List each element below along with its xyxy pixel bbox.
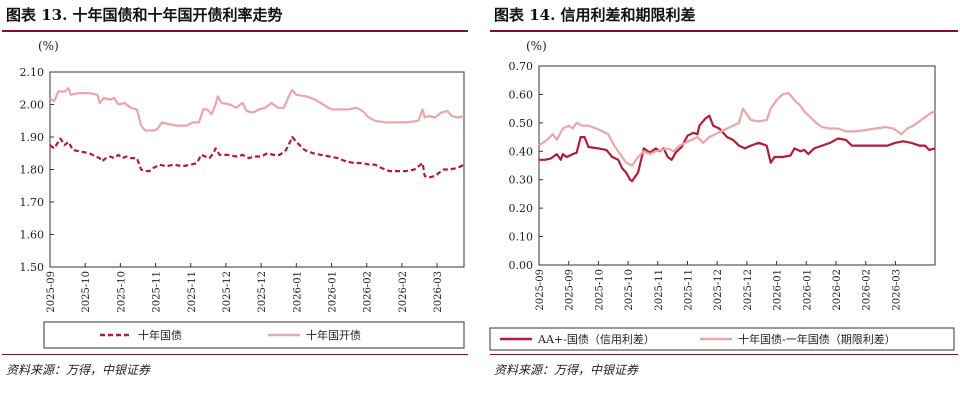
x-tick-label: 2025-12	[713, 269, 724, 311]
x-tick-label: 2025-09	[565, 269, 576, 311]
y-tick-label: 1.90	[20, 131, 45, 144]
legend-label: 十年国债	[138, 328, 182, 342]
x-tick-label: 2026-02	[862, 269, 873, 311]
y-tick-label: 1.60	[20, 229, 45, 242]
bond-yield-chart: (%) 1.50 1.60 1.70 1.80 1.90 2.00 2.10 2025-09 2…	[20, 39, 465, 349]
y-tick-label: 0.10	[509, 231, 534, 244]
x-tick-label: 2025-12	[743, 269, 754, 311]
x-tick-label: 2026-01	[773, 269, 784, 311]
series-line-1	[49, 135, 465, 179]
x-tick-label: 2025-11	[187, 271, 198, 313]
spread-chart: (%) 0.00 0.10 0.20 0.30 0.40 0.50 0.60 0.70 2025…	[489, 39, 955, 351]
chart-panel-left: 图表 13. 十年国债和十年国开债利率走势 (%) 1.50 1.60 1.70 1.…	[0, 0, 470, 401]
source-rule	[490, 354, 958, 355]
plot-frame	[49, 71, 465, 268]
series-line-2	[538, 91, 936, 167]
y-unit-label: (%)	[526, 39, 547, 53]
legend-label: 十年国债-一年国债（期限利差）	[738, 332, 896, 346]
legend-label: 十年国开债	[306, 328, 361, 342]
x-tick-label: 2025-10	[624, 269, 635, 311]
x-tick-label: 2026-01	[802, 269, 813, 311]
x-tick-label: 2025-09	[535, 269, 546, 311]
y-tick-label: 0.40	[509, 145, 534, 158]
x-tick-label: 2025-09	[46, 271, 57, 313]
y-tick-label: 2.10	[20, 66, 45, 79]
y-tick-label: 0.20	[509, 202, 534, 215]
chart-title: 图表 14. 信用利差和期限利差	[494, 6, 696, 24]
series-line-1	[539, 114, 936, 183]
y-tick-label: 1.70	[20, 196, 45, 209]
y-tick-label: 2.00	[20, 99, 45, 112]
y-tick-label: 0.30	[509, 174, 534, 187]
x-tick-label: 2026-02	[832, 269, 843, 311]
legend-box	[43, 321, 465, 349]
x-tick-label: 2025-10	[116, 271, 127, 313]
x-tick-label: 2026-02	[363, 271, 374, 313]
plot-frame	[538, 65, 936, 266]
x-tick-label: 2025-11	[684, 269, 695, 311]
legend-label: AA+-国债（信用利差）	[537, 332, 655, 346]
source-note: 资料来源：万得，中银证券	[494, 363, 639, 377]
y-tick-label: 0.70	[509, 60, 534, 73]
y-tick-label: 0.50	[509, 117, 534, 130]
x-tick-label: 2025-11	[152, 271, 163, 313]
x-tick-label: 2026-01	[292, 271, 303, 313]
x-tick-label: 2026-03	[433, 271, 444, 313]
chart-title: 图表 13. 十年国债和十年国开债利率走势	[6, 6, 283, 24]
chart-panel-right: 图表 14. 信用利差和期限利差 (%) 0.00 0.10 0.20 0.30 0.4…	[488, 0, 960, 401]
source-rule	[2, 354, 468, 355]
x-tick-label: 2025-10	[81, 271, 92, 313]
y-tick-label: 0.00	[509, 259, 534, 272]
y-tick-label: 1.80	[20, 164, 45, 177]
x-tick-label: 2026-03	[891, 269, 902, 311]
title-rule	[2, 30, 468, 32]
x-tick-label: 2025-10	[594, 269, 605, 311]
x-tick-label: 2026-02	[398, 271, 409, 313]
y-tick-label: 0.60	[509, 88, 534, 101]
x-tick-label: 2025-11	[654, 269, 665, 311]
x-tick-label: 2025-12	[222, 271, 233, 313]
x-tick-label: 2026-01	[328, 271, 339, 313]
y-unit-label: (%)	[38, 39, 59, 53]
y-tick-label: 1.50	[20, 261, 45, 274]
title-rule	[490, 30, 958, 32]
series-line-2	[49, 87, 465, 132]
x-tick-label: 2025-12	[257, 271, 268, 313]
source-note: 资料来源：万得，中银证券	[6, 363, 151, 377]
